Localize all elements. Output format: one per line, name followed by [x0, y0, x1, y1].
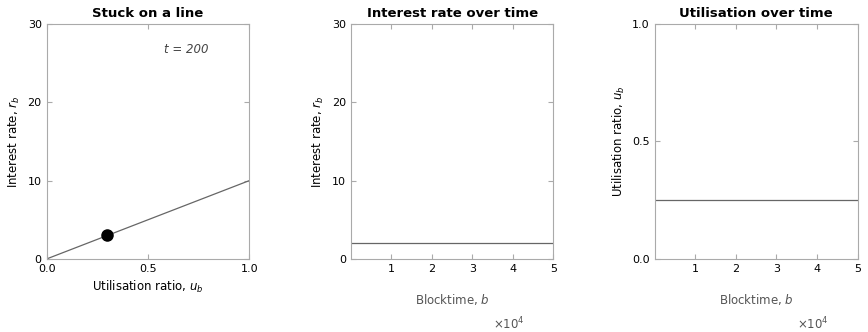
Y-axis label: Interest rate, $r_b$: Interest rate, $r_b$	[7, 95, 22, 188]
Text: Blocktime, $b$: Blocktime, $b$	[719, 292, 793, 307]
Title: Interest rate over time: Interest rate over time	[366, 7, 537, 20]
Title: Utilisation over time: Utilisation over time	[680, 7, 833, 20]
Text: $\times\mathregular{10}^4$: $\times\mathregular{10}^4$	[797, 315, 829, 332]
Text: t = 200: t = 200	[164, 43, 208, 56]
Y-axis label: Interest rate, $r_b$: Interest rate, $r_b$	[311, 95, 326, 188]
Text: Blocktime, $b$: Blocktime, $b$	[415, 292, 490, 307]
Title: Stuck on a line: Stuck on a line	[92, 7, 204, 20]
Y-axis label: Utilisation ratio, $u_b$: Utilisation ratio, $u_b$	[611, 86, 627, 197]
X-axis label: Utilisation ratio, $u_b$: Utilisation ratio, $u_b$	[92, 279, 204, 295]
Text: $\times\mathregular{10}^4$: $\times\mathregular{10}^4$	[493, 315, 524, 332]
